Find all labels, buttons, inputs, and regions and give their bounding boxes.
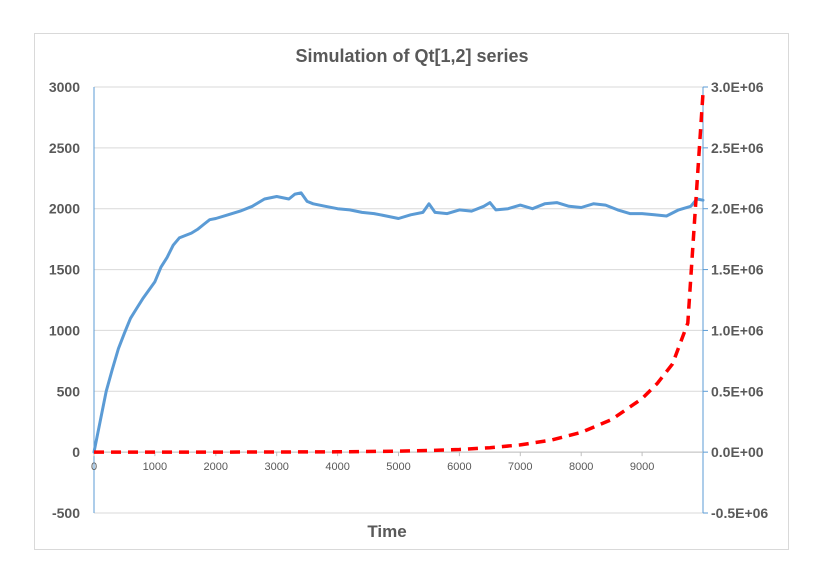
x-tick-label: 4000 bbox=[325, 461, 349, 473]
y2-tick-label: -0.5E+06 bbox=[711, 505, 768, 521]
tick-labels: -500 0 500 1000 1500 2000 2500 3000 -0.5E+06 0.0E… bbox=[49, 79, 769, 521]
y-tick-label: 2000 bbox=[49, 201, 80, 217]
y-tick-label: 2500 bbox=[49, 140, 80, 156]
x-tick-label: 3000 bbox=[264, 461, 288, 473]
x-tick-label: 8000 bbox=[569, 461, 593, 473]
chart-frame bbox=[34, 33, 789, 550]
y-tick-label: 3000 bbox=[49, 79, 80, 95]
x-tick-label: 1000 bbox=[143, 461, 167, 473]
y-tick-label: -500 bbox=[52, 505, 80, 521]
x-axis-title: Time bbox=[367, 522, 406, 541]
y2-tick-label: 0.5E+06 bbox=[711, 383, 764, 399]
y2-tick-label: 2.5E+06 bbox=[711, 140, 764, 156]
x-tick-label: 6000 bbox=[447, 461, 471, 473]
x-tick-label: 9000 bbox=[630, 461, 654, 473]
series-line-qt bbox=[92, 191, 705, 454]
series-layer bbox=[92, 92, 705, 454]
x-tick-label: 0 bbox=[91, 461, 97, 473]
series-line-exponential bbox=[94, 92, 705, 454]
y-tick-label: 500 bbox=[57, 383, 81, 399]
x-tick-label: 2000 bbox=[204, 461, 228, 473]
chart-title: Simulation of Qt[1,2] series bbox=[295, 46, 528, 66]
y-tick-label: 1000 bbox=[49, 322, 80, 338]
x-tick-label: 7000 bbox=[508, 461, 532, 473]
axes bbox=[93, 86, 708, 514]
y2-tick-label: 2.0E+06 bbox=[711, 201, 764, 217]
x-tick-label: 5000 bbox=[386, 461, 410, 473]
y2-tick-label: 1.0E+06 bbox=[711, 322, 764, 338]
y2-tick-label: 3.0E+06 bbox=[711, 79, 764, 95]
y2-tick-label: 0.0E+00 bbox=[711, 444, 764, 460]
gridlines bbox=[94, 86, 703, 514]
y-tick-label: 1500 bbox=[49, 262, 80, 278]
y2-tick-label: 1.5E+06 bbox=[711, 262, 764, 278]
y-tick-label: 0 bbox=[72, 444, 80, 460]
